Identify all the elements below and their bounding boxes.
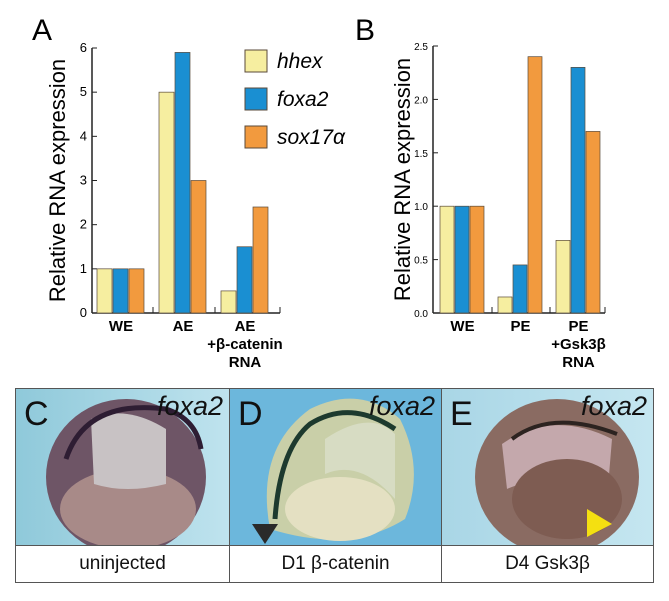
bar-hhex [439,205,455,314]
y-tick-label: 0.5 [414,256,428,267]
y-tick-label: 6 [80,40,87,55]
gene-label: foxa2 [368,391,435,421]
panel-label: C [24,395,49,433]
y-axis-label: Relative RNA expression [390,58,415,301]
bar-sox17α [585,131,601,314]
embryo-image-c [46,399,206,546]
bar-hhex [497,296,513,314]
caption-c: uninjected [15,545,230,583]
bar-sox17α [128,268,145,314]
bar-foxa2 [174,52,191,314]
x-category-label: WE [450,318,474,335]
image-panel-d: D foxa2 [229,388,442,547]
bar-foxa2 [454,205,470,314]
legend-label: sox17α [277,126,346,149]
bar-hhex [220,290,237,314]
y-tick-label: 2.5 [414,42,428,53]
y-tick-label: 2 [80,217,87,232]
panel-label: B [355,14,375,47]
x-category-label: AE [235,318,256,335]
y-tick-label: 1.5 [414,149,428,160]
x-category-label: PE [568,318,588,335]
bar-sox17α [190,180,207,314]
caption-e: D4 Gsk3β [441,545,654,583]
image-panel-e: E foxa2 [441,388,654,547]
y-tick-label: 1 [80,261,87,276]
y-tick-label: 0.0 [414,309,428,320]
bar-hhex [96,268,113,314]
x-category-label: RNA [229,354,262,371]
bar-foxa2 [512,264,528,314]
panel-label: E [450,395,473,433]
bar-foxa2 [236,246,253,314]
y-tick-label: 0 [80,305,87,320]
caption-d: D1 β-catenin [229,545,442,583]
gene-label: foxa2 [156,391,223,421]
x-category-label: +β-catenin [207,336,282,353]
black-arrowhead-icon [252,524,278,544]
x-category-label: +Gsk3β [551,336,606,353]
legend-label: hhex [277,50,324,73]
bar-foxa2 [570,67,586,314]
legend-swatch-hhex [244,49,268,73]
y-tick-label: 3 [80,173,87,188]
embryo-image-d [252,398,414,544]
panel-label: D [238,395,263,433]
y-tick-label: 2.0 [414,95,428,106]
y-tick-label: 4 [80,128,87,143]
bar-sox17α [527,56,543,314]
x-category-label: RNA [562,354,595,371]
x-category-label: WE [109,318,133,335]
legend-label: foxa2 [277,88,329,111]
image-panel-c: C foxa2 [15,388,230,547]
legend-swatch-sox17α [244,125,268,149]
embryo-image-e [475,399,639,546]
bar-hhex [158,91,175,314]
x-category-label: PE [510,318,530,335]
bar-sox17α [469,205,485,314]
x-category-label: AE [173,318,194,335]
bar-sox17α [252,206,269,314]
y-tick-label: 5 [80,84,87,99]
bar-hhex [555,240,571,314]
bar-foxa2 [112,268,129,314]
gene-label: foxa2 [580,391,647,421]
yellow-arrowhead-icon [587,509,612,537]
legend-swatch-foxa2 [244,87,268,111]
panel-label: A [32,14,52,47]
y-axis-label: Relative RNA expression [45,59,70,302]
y-tick-label: 1.0 [414,202,428,213]
